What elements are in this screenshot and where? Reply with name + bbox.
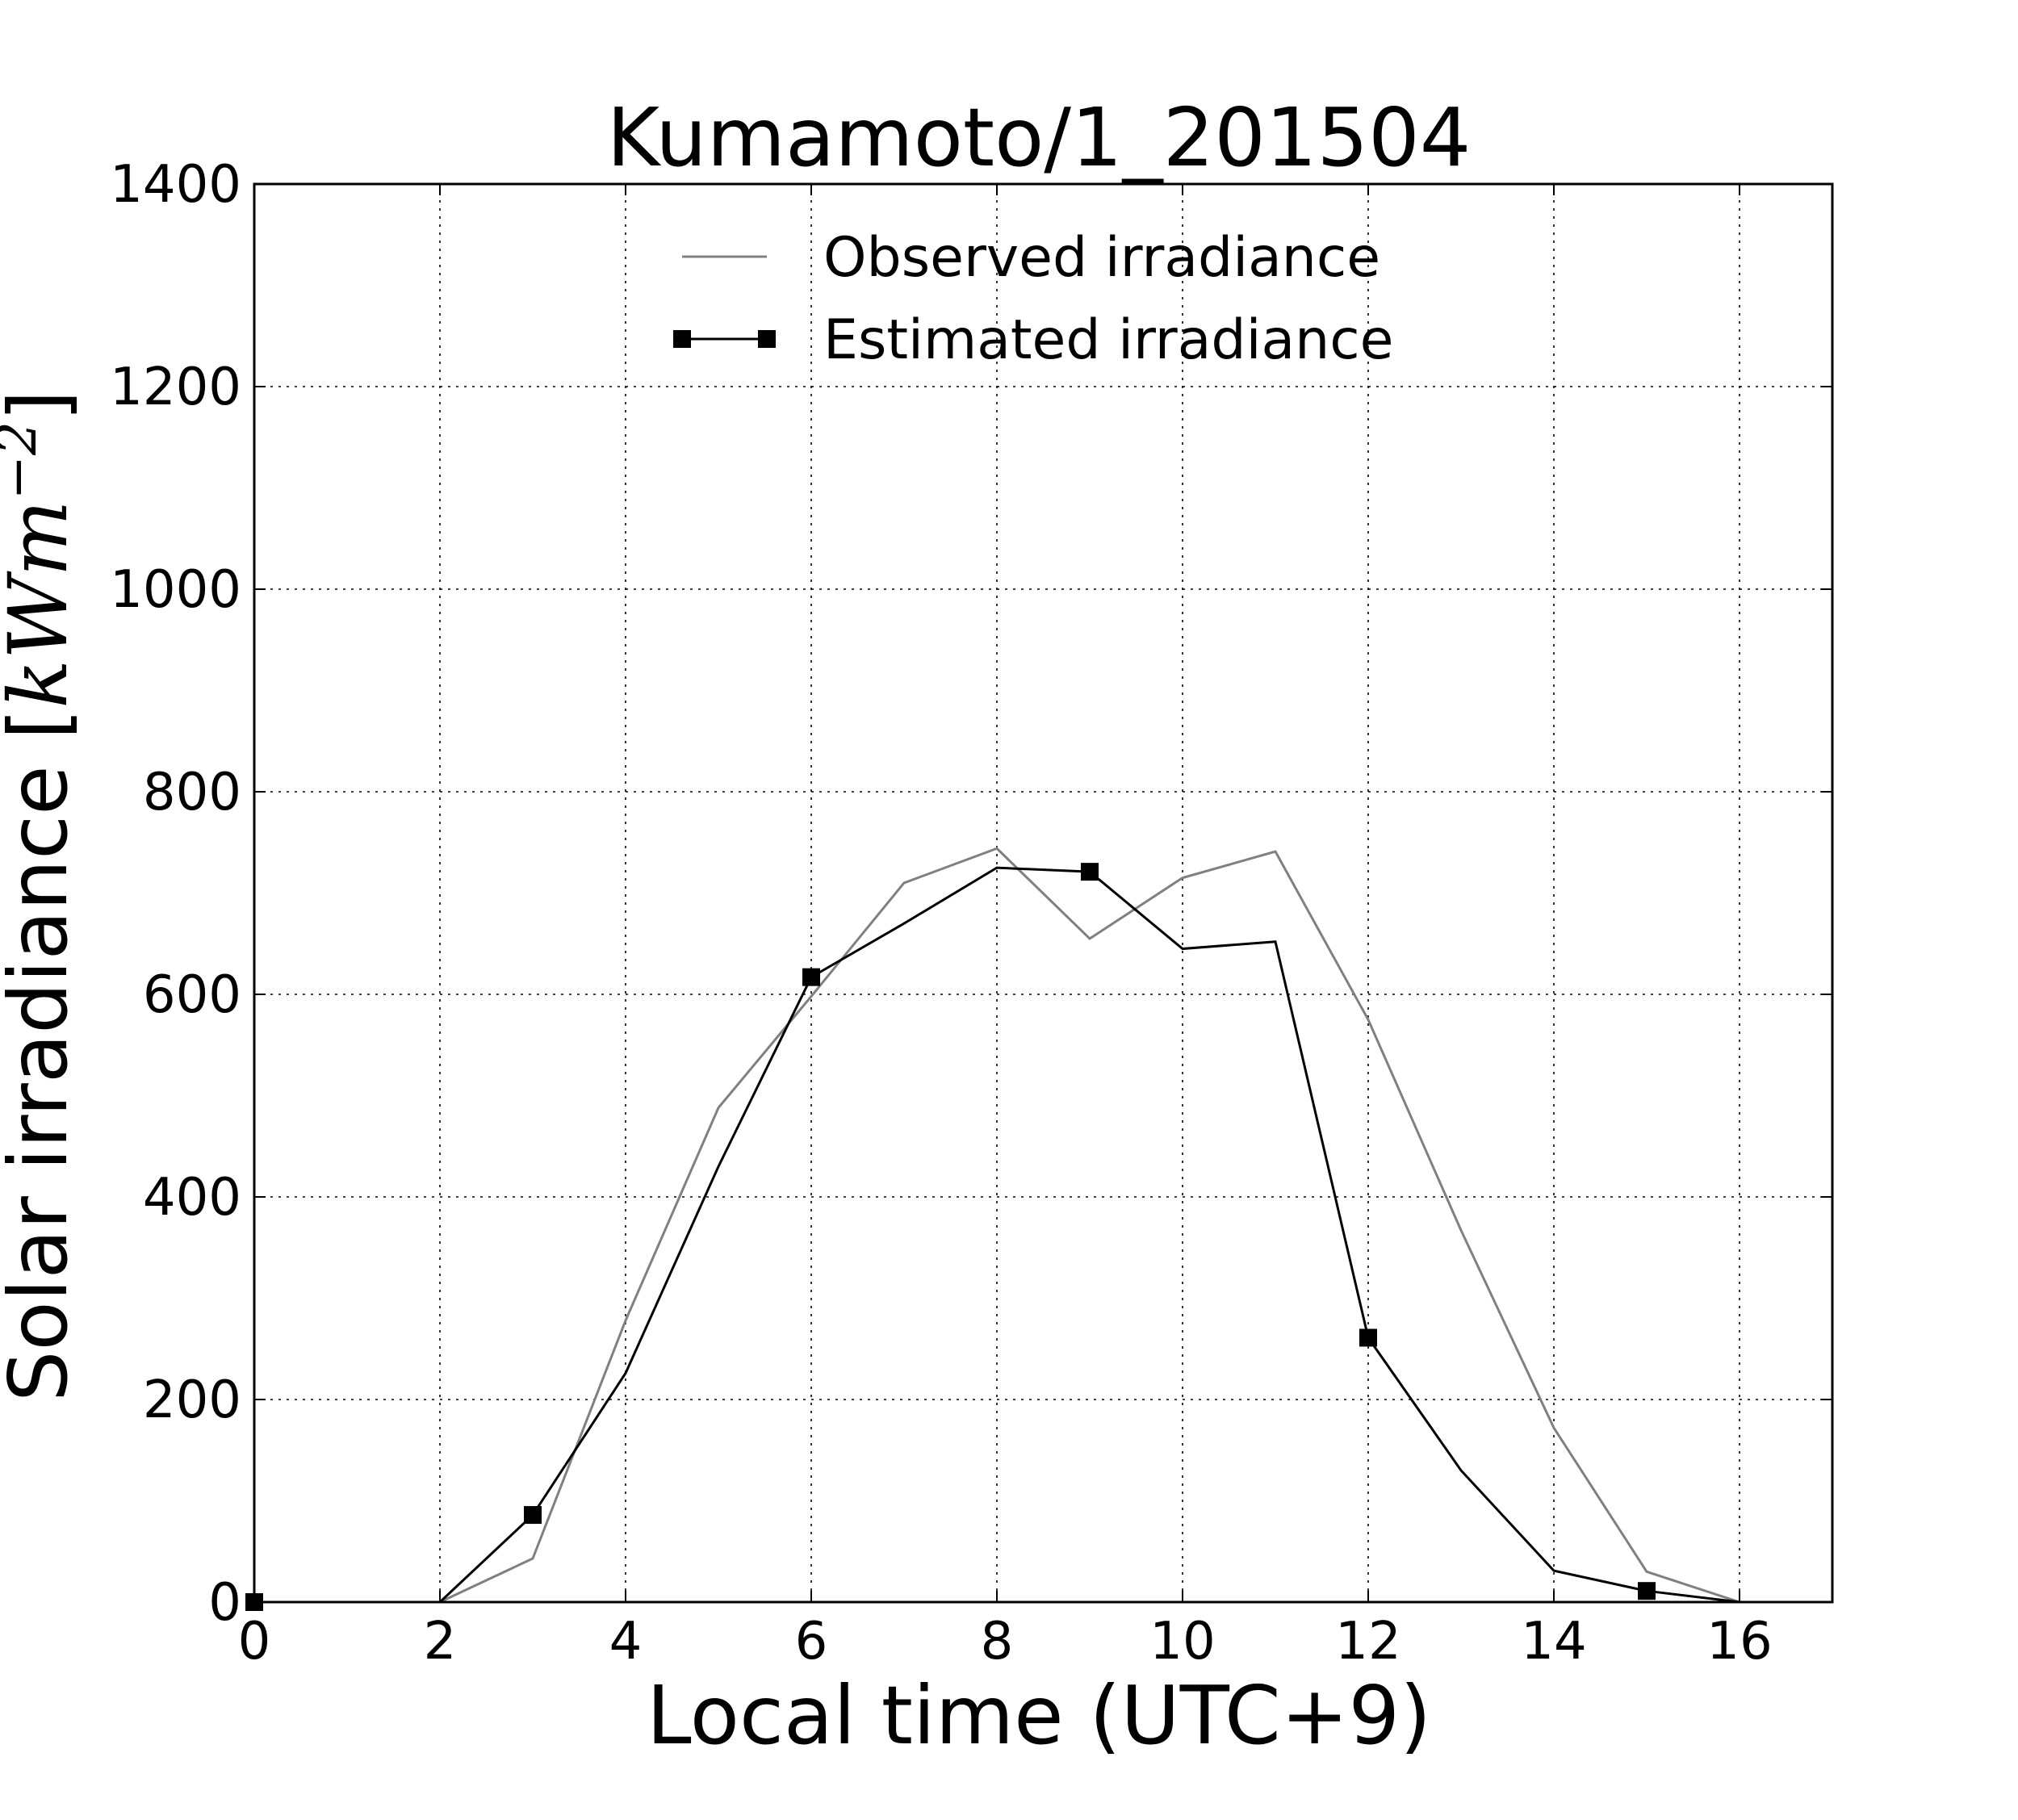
y-tick-label: 1400 <box>110 155 241 215</box>
legend-label: Observed irradiance <box>823 226 1380 290</box>
series-1 <box>245 863 1832 1611</box>
series-0 <box>254 847 1832 1604</box>
y-tick-label: 1000 <box>110 560 241 620</box>
y-axis-label-bracket-open: [ <box>0 709 86 740</box>
legend-item: Estimated irradiance <box>673 308 1393 372</box>
grid-lines <box>254 184 1832 1602</box>
legend-marker <box>673 330 691 348</box>
y-axis-label-unit-kw: kW <box>0 571 86 709</box>
series-marker-point <box>524 1506 542 1525</box>
x-tick-label: 4 <box>609 1612 643 1671</box>
y-tick-label: 1200 <box>110 358 241 417</box>
legend-label: Estimated irradiance <box>823 308 1393 372</box>
x-tick-label: 8 <box>981 1612 1014 1671</box>
y-tick-label: 400 <box>143 1168 241 1228</box>
series-line <box>254 847 1832 1604</box>
chart-title: Kumamoto/1_201504 <box>607 90 1472 185</box>
x-tick-label: 14 <box>1521 1612 1586 1671</box>
y-tick-label: 800 <box>143 763 241 822</box>
legend: Observed irradiance Estimated irradiance <box>673 226 1393 372</box>
y-axis-label-unit-exponent: −2 <box>0 421 48 500</box>
y-axis-label-unit-m: m <box>0 500 86 576</box>
legend-marker <box>758 330 776 348</box>
series-marker-point <box>1081 863 1099 881</box>
plot-frame <box>253 182 1834 1604</box>
y-tick-label: 200 <box>143 1370 241 1430</box>
y-axis-label-bracket-close: ] <box>0 390 86 421</box>
x-tick-label: 16 <box>1706 1612 1772 1671</box>
ticks: 0 2 4 6 8 10 12 14 16 0 200 400 600 800 1000 1200 1400 <box>110 155 1832 1671</box>
x-tick-label: 12 <box>1335 1612 1400 1671</box>
y-axis-label: Solar irradiance [kWm−2] <box>0 390 86 1402</box>
y-axis-label-text: Solar irradiance <box>0 740 86 1402</box>
series-marker-point <box>1638 1582 1656 1600</box>
x-tick-label: 2 <box>424 1612 457 1671</box>
y-tick-label: 0 <box>208 1573 241 1633</box>
x-tick-label: 0 <box>238 1612 271 1671</box>
series-marker-point <box>1359 1328 1377 1347</box>
series-layer <box>245 847 1832 1611</box>
series-marker-point <box>802 968 820 986</box>
x-tick-label: 10 <box>1149 1612 1215 1671</box>
legend-item: Observed irradiance <box>682 226 1380 290</box>
series-line <box>254 866 1832 1604</box>
x-axis-label: Local time (UTC+9) <box>647 1668 1431 1763</box>
y-tick-label: 600 <box>143 965 241 1025</box>
x-tick-label: 6 <box>795 1612 828 1671</box>
